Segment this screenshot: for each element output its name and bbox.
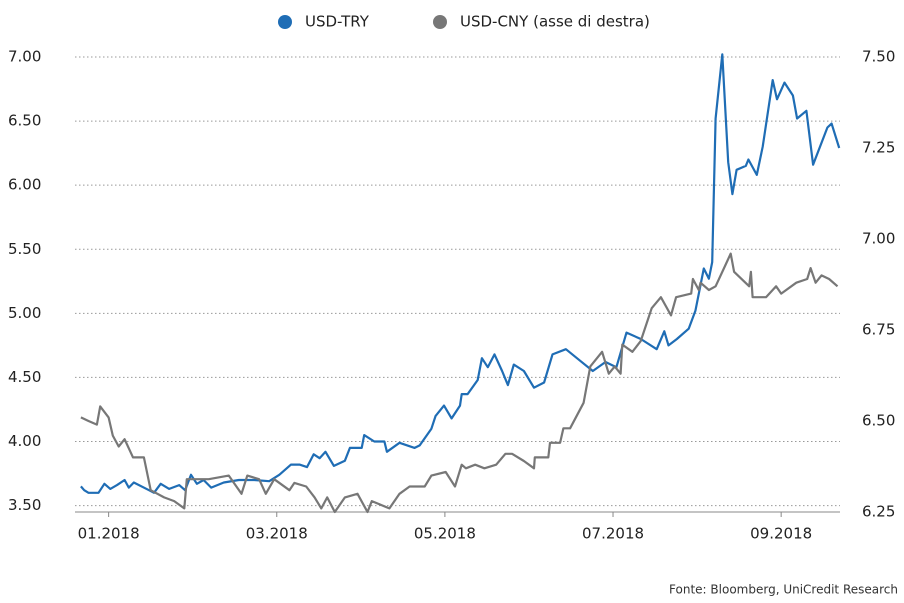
legend-marker (433, 15, 447, 29)
x-tick-label: 03.2018 (246, 525, 308, 543)
y2-tick-label: 6.75 (862, 321, 895, 339)
y2-tick-label: 7.00 (862, 230, 895, 248)
y-tick-label: 5.00 (8, 304, 41, 322)
series-line (80, 252, 839, 514)
x-tick-label: 05.2018 (414, 525, 476, 543)
legend-label: USD-CNY (asse di destra) (460, 13, 650, 31)
x-tick-label: 07.2018 (582, 525, 644, 543)
legend-label: USD-TRY (305, 13, 370, 31)
y2-tick-label: 7.50 (862, 48, 895, 66)
y-tick-label: 6.00 (8, 176, 41, 194)
y-tick-label: 6.50 (8, 112, 41, 130)
legend-marker (278, 15, 292, 29)
series-line (80, 53, 841, 494)
y2-tick-label: 6.25 (862, 503, 895, 521)
y-tick-label: 4.00 (8, 432, 41, 450)
y-tick-label: 3.50 (8, 496, 41, 514)
y-tick-label: 5.50 (8, 240, 41, 258)
y2-tick-label: 6.50 (862, 412, 895, 430)
x-tick-label: 09.2018 (750, 525, 812, 543)
y-tick-label: 4.50 (8, 368, 41, 386)
source: Fonte: Bloomberg, UniCredit Research (669, 583, 898, 597)
y2-tick-label: 7.25 (862, 139, 895, 157)
x-tick-label: 01.2018 (78, 525, 140, 543)
y-tick-label: 7.00 (8, 48, 41, 66)
